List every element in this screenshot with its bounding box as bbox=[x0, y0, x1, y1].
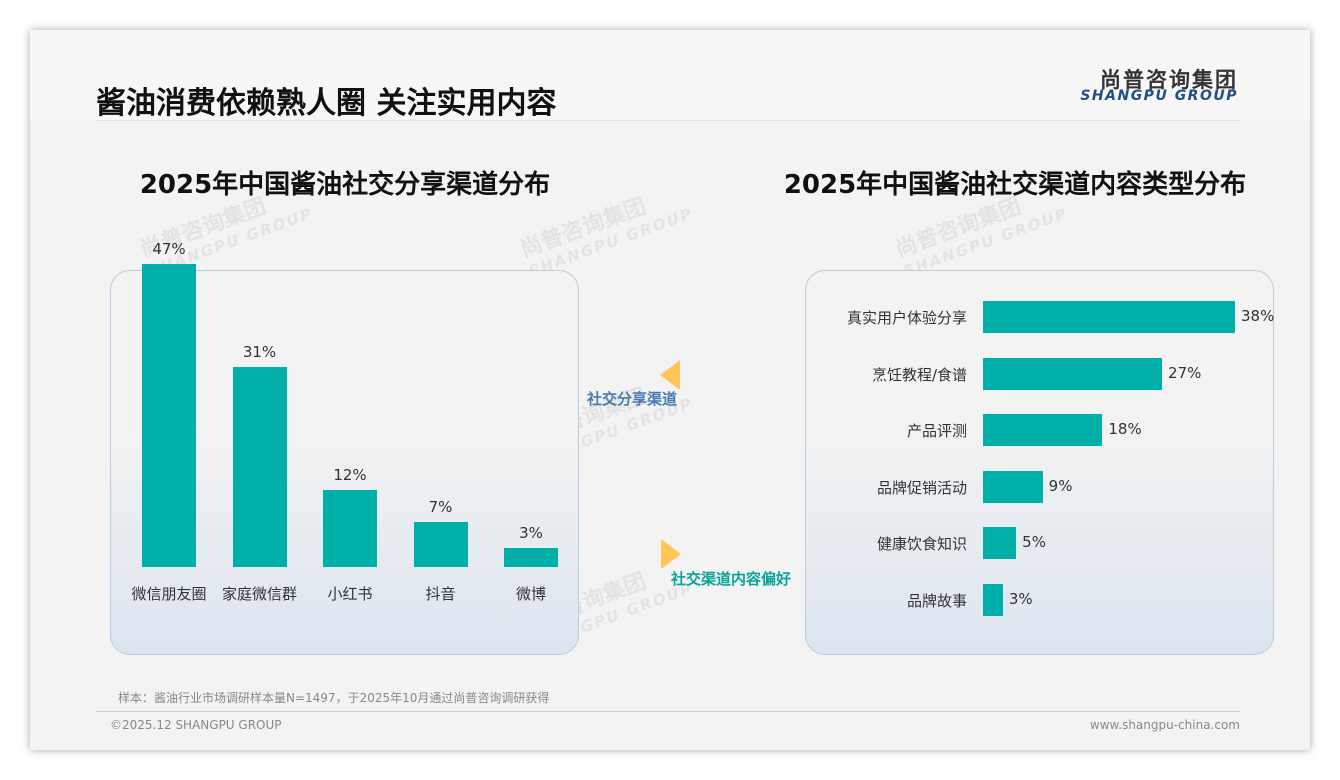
bar bbox=[983, 527, 1017, 560]
bar bbox=[323, 489, 377, 567]
bar bbox=[983, 470, 1043, 503]
category-label: 家庭微信群 bbox=[221, 585, 297, 603]
right-chart-panel bbox=[805, 270, 1274, 655]
category-label: 真实用户体验分享 bbox=[846, 309, 967, 327]
header-band bbox=[30, 30, 1310, 120]
value-label: 5% bbox=[1022, 533, 1046, 552]
bar bbox=[142, 264, 196, 567]
category-label: 小红书 bbox=[327, 585, 373, 603]
left-chart-title: 2025年中国酱油社交分享渠道分布 bbox=[139, 170, 551, 200]
website-link[interactable]: www.shangpu-china.com bbox=[1089, 718, 1240, 732]
page-title: 酱油消费依赖熟人圈 关注实用内容 bbox=[96, 86, 557, 121]
logo-cn: 尚普咨询集团 bbox=[1100, 68, 1238, 92]
category-label: 抖音 bbox=[425, 585, 456, 603]
value-label: 3% bbox=[519, 523, 543, 542]
connector-right-label: 社交渠道内容偏好 bbox=[671, 570, 792, 588]
arrow-right-icon bbox=[661, 539, 681, 569]
bar bbox=[983, 584, 1003, 616]
connector-left-label: 社交分享渠道 bbox=[587, 390, 678, 408]
value-label: 47% bbox=[152, 240, 186, 258]
category-label: 烹饪教程/食谱 bbox=[871, 365, 967, 384]
right-chart-title: 2025年中国酱油社交渠道内容类型分布 bbox=[783, 170, 1247, 200]
value-label: 31% bbox=[242, 343, 277, 362]
value-label: 7% bbox=[428, 497, 453, 516]
sample-note: 样本：酱油行业市场调研样本量N=1497，于2025年10月通过尚普咨询调研获得 bbox=[118, 691, 550, 705]
arrow-left-icon bbox=[660, 360, 680, 390]
category-label: 产品评测 bbox=[906, 422, 967, 441]
bar bbox=[983, 301, 1235, 333]
header-divider bbox=[96, 120, 1240, 121]
logo-en: SHANGPU GROUP bbox=[1080, 88, 1238, 104]
slide: 酱油消费依赖熟人圈 关注实用内容 尚普咨询集团 SHANGPU GROUP 尚普… bbox=[30, 30, 1310, 750]
value-label: 18% bbox=[1108, 420, 1142, 439]
category-label: 微信朋友圈 bbox=[131, 585, 207, 603]
bar bbox=[983, 414, 1103, 447]
bar bbox=[413, 521, 468, 567]
category-label: 微博 bbox=[515, 585, 546, 603]
copyright: ©2025.12 SHANGPU GROUP bbox=[110, 718, 282, 732]
footer-divider bbox=[96, 711, 1240, 712]
category-label: 健康饮食知识 bbox=[876, 535, 967, 554]
value-label: 38% bbox=[1241, 307, 1275, 325]
value-label: 27% bbox=[1168, 363, 1202, 382]
value-label: 9% bbox=[1048, 476, 1073, 495]
bar bbox=[504, 547, 558, 567]
bar bbox=[232, 367, 287, 567]
category-label: 品牌促销活动 bbox=[876, 478, 967, 497]
value-label: 12% bbox=[333, 465, 367, 484]
bar bbox=[983, 357, 1163, 390]
value-label: 3% bbox=[1008, 590, 1033, 608]
category-label: 品牌故事 bbox=[906, 592, 967, 610]
